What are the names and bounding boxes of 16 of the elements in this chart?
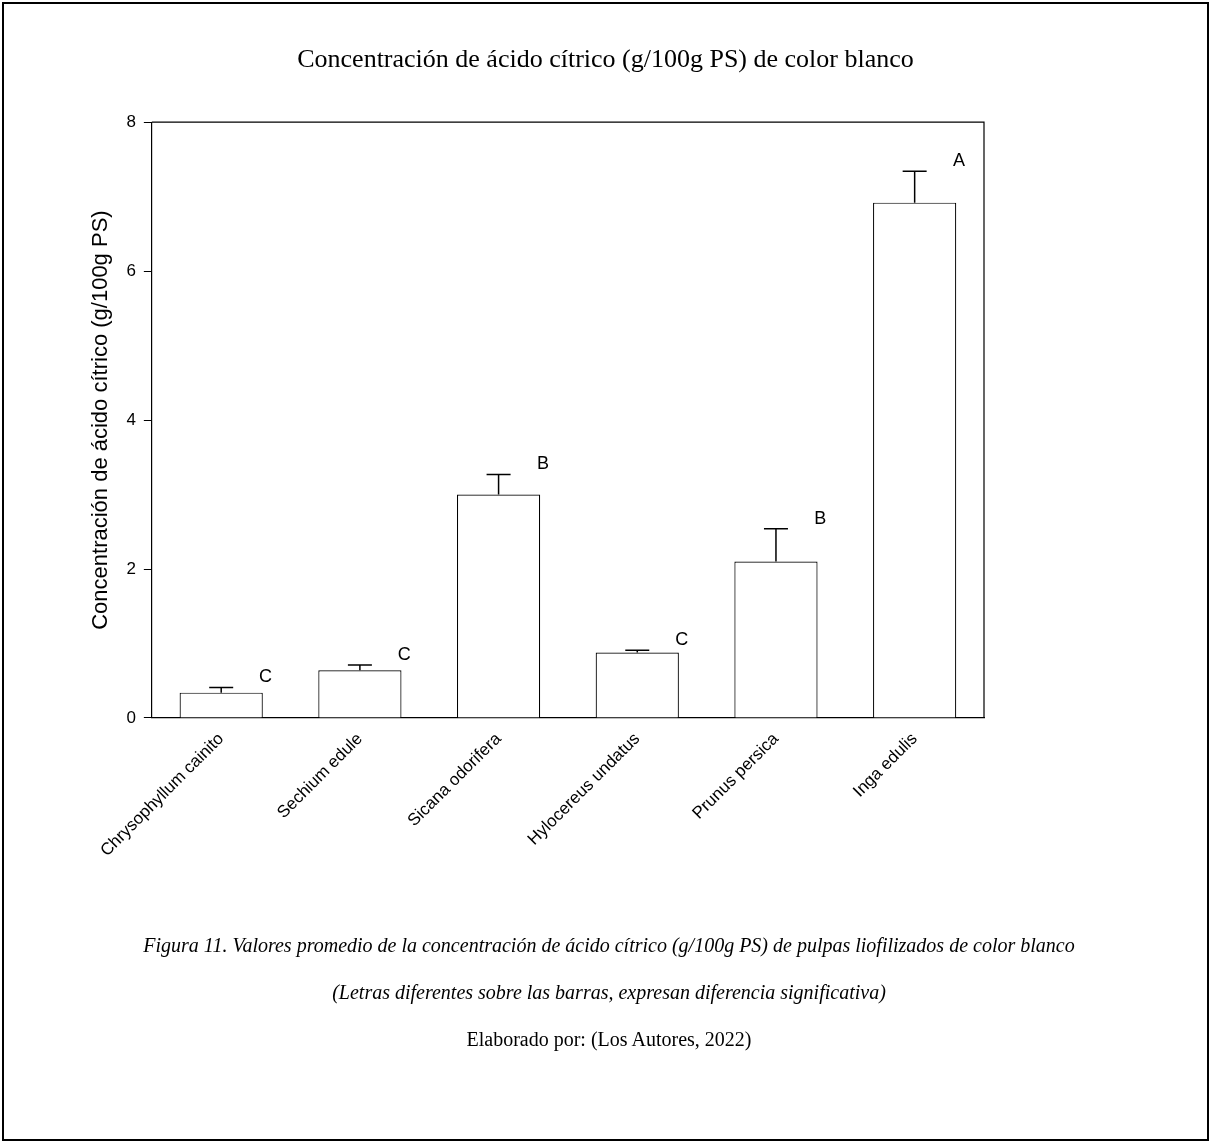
y-tick-label: 0 (126, 707, 136, 727)
annotation: C (259, 666, 273, 687)
annotation: C (397, 644, 411, 665)
text: Elaborado por: (Los Autores, 2022) (465, 1028, 753, 1051)
y-tick-label: 4 (126, 409, 136, 429)
annotation: B (814, 507, 827, 528)
y-tick-label: 8 (126, 111, 136, 131)
y-tick-label: 6 (126, 260, 136, 280)
y-axis-title: Concentración de ácido cítrico (g/100g PS) (87, 210, 113, 630)
annotation: B (536, 453, 549, 474)
annotation: A (953, 150, 966, 171)
y-tick-label: 2 (126, 558, 136, 578)
chart-title: Concentración de ácido cítrico (g/100g PS) de color blanco (296, 44, 915, 74)
text: (Letras diferentes sobre las barras, expresan diferencia significativa) (331, 981, 887, 1004)
text: Figura 11. Valores promedio de la concentración de ácido cítrico (g/100g PS) de pulpas liofilizados de color blanco (142, 934, 1076, 957)
annotation: C (675, 629, 689, 650)
